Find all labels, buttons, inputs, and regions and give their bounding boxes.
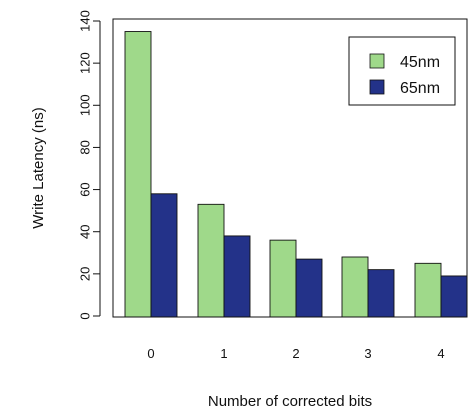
y-tick-label: 140 bbox=[78, 10, 93, 32]
y-tick-label: 80 bbox=[78, 140, 93, 154]
x-tick-label: 3 bbox=[364, 346, 371, 361]
x-tick-label: 2 bbox=[292, 346, 299, 361]
x-axis-ticks: 0 1 2 3 4 bbox=[147, 346, 444, 361]
y-tick-label: 0 bbox=[78, 312, 93, 319]
bar-65nm-0 bbox=[150, 193, 178, 318]
y-axis-label: Write Latency (ns) bbox=[30, 107, 47, 228]
y-axis-ticks: 0 20 40 60 80 100 120 140 bbox=[78, 10, 101, 320]
x-tick-label: 4 bbox=[437, 346, 444, 361]
x-tick-label: 0 bbox=[147, 346, 154, 361]
x-axis-label: Number of corrected bits bbox=[208, 393, 372, 410]
y-tick-label: 40 bbox=[78, 224, 93, 238]
bar-45nm-4 bbox=[414, 262, 442, 318]
y-tick-label: 20 bbox=[78, 267, 93, 281]
bar-65nm-4 bbox=[440, 275, 468, 318]
legend-box bbox=[348, 36, 456, 106]
legend-label-65nm: 65nm bbox=[400, 80, 440, 97]
bar-45nm-3 bbox=[341, 256, 369, 318]
y-tick-label: 60 bbox=[78, 182, 93, 196]
legend-label-45nm: 45nm bbox=[400, 54, 440, 71]
plot-frame bbox=[112, 18, 468, 318]
y-tick-label: 100 bbox=[78, 94, 93, 116]
bar-65nm-3 bbox=[367, 269, 395, 318]
bar-45nm-1 bbox=[197, 203, 225, 318]
bar-45nm-0 bbox=[124, 31, 152, 318]
bar-65nm-1 bbox=[223, 235, 251, 318]
legend-swatch-45nm bbox=[369, 53, 385, 69]
bar-45nm-2 bbox=[269, 239, 297, 318]
x-tick-label: 1 bbox=[220, 346, 227, 361]
legend-swatch-65nm bbox=[369, 79, 385, 95]
bar-marks bbox=[124, 31, 468, 318]
legend: 45nm 65nm bbox=[348, 36, 456, 106]
y-tick-label: 120 bbox=[78, 52, 93, 74]
bar-65nm-2 bbox=[295, 258, 323, 318]
